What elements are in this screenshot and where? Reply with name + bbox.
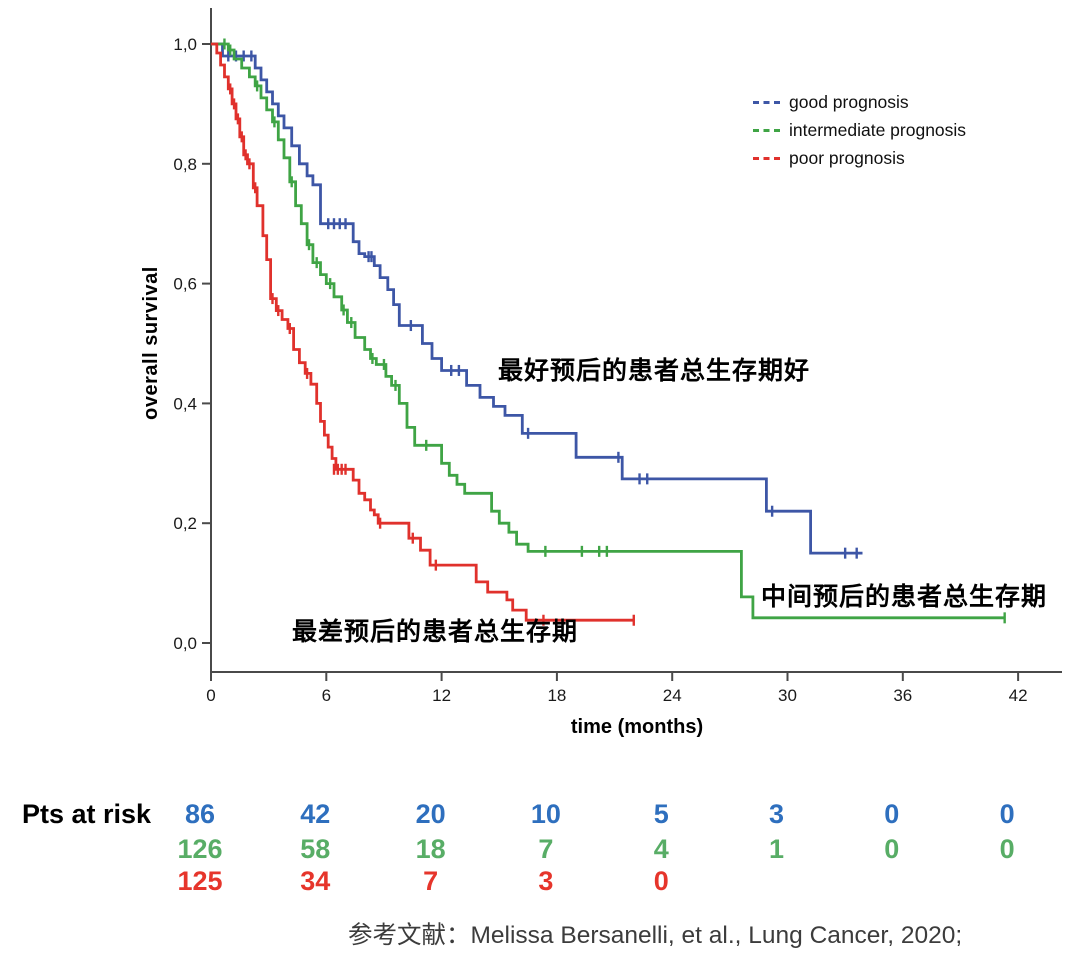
intermediate-annotation: 中间预后的患者总生存期 (761, 583, 1048, 611)
risk-count: 0 (653, 866, 669, 896)
good-annotation: 最好预后的患者总生存期好 (498, 357, 811, 385)
x-tick-label: 6 (322, 686, 331, 705)
axes: 0,0 0,2 0,4 0,6 0,8 1,0 0 6 12 18 24 30 36 42 (173, 8, 1062, 705)
risk-count: 58 (300, 834, 331, 864)
risk-count: 0 (999, 799, 1015, 829)
y-tick-label: 0,0 (173, 634, 197, 653)
risk-count: 20 (415, 799, 446, 829)
y-tick-label: 0,6 (173, 275, 197, 294)
y-axis-title: overall survival (140, 266, 162, 420)
risk-count: 0 (884, 799, 900, 829)
x-tick-label: 12 (432, 686, 451, 705)
curve-poor-prognosis (211, 42, 634, 622)
x-tick-label: 18 (547, 686, 566, 705)
y-tick-label: 0,2 (173, 514, 197, 533)
legend-item-good-prognosis: good prognosis (753, 88, 966, 116)
risk-count: 3 (768, 799, 785, 829)
legend-item-intermediate-prognosis: intermediate prognosis (753, 116, 966, 144)
y-tick-label: 1,0 (173, 35, 197, 54)
x-tick-label: 36 (893, 686, 912, 705)
legend-label: good prognosis (789, 91, 909, 112)
pts-at-risk-label: Pts at risk (22, 799, 152, 829)
legend-label: poor prognosis (789, 147, 905, 168)
legend-dash-icon (753, 128, 780, 132)
legend: good prognosis intermediate prognosis poor… (753, 88, 966, 172)
legend-item-poor-prognosis: poor prognosis (753, 144, 966, 172)
legend-label: intermediate prognosis (789, 119, 967, 140)
risk-count: 34 (300, 866, 331, 896)
legend-dash-icon (753, 156, 780, 160)
x-tick-label: 24 (663, 686, 682, 705)
reference-citation: 参考文献：Melissa Bersanelli, et al., Lung Ca… (348, 922, 963, 949)
risk-count: 4 (653, 834, 669, 864)
risk-count: 10 (530, 799, 561, 829)
legend-dash-icon (753, 100, 780, 104)
survival-curves (211, 38, 1006, 626)
risk-count: 86 (184, 799, 216, 829)
survival-chart: 0,0 0,2 0,4 0,6 0,8 1,0 0 6 12 18 24 30 36 42 overall… (140, 8, 1062, 738)
risk-count: 0 (884, 834, 900, 864)
y-tick-label: 0,8 (173, 155, 197, 174)
risk-count: 42 (300, 799, 331, 829)
risk-count: 7 (423, 866, 439, 896)
risk-count: 126 (177, 834, 223, 864)
x-tick-label: 30 (778, 686, 797, 705)
y-tick-label: 0,4 (173, 394, 197, 413)
risk-count: 0 (999, 834, 1015, 864)
curve-good-prognosis (211, 42, 863, 555)
poor-annotation: 最差预后的患者总生存期 (292, 618, 579, 646)
risk-count: 1 (768, 834, 785, 864)
x-tick-label: 0 (206, 686, 215, 705)
risk-count: 5 (653, 799, 669, 829)
risk-count: 7 (538, 834, 554, 864)
x-axis-title: time (months) (571, 716, 703, 738)
risk-count: 125 (177, 866, 223, 896)
risk-count: 18 (415, 834, 446, 864)
risk-count: 3 (538, 866, 554, 896)
x-tick-label: 42 (1009, 686, 1028, 705)
